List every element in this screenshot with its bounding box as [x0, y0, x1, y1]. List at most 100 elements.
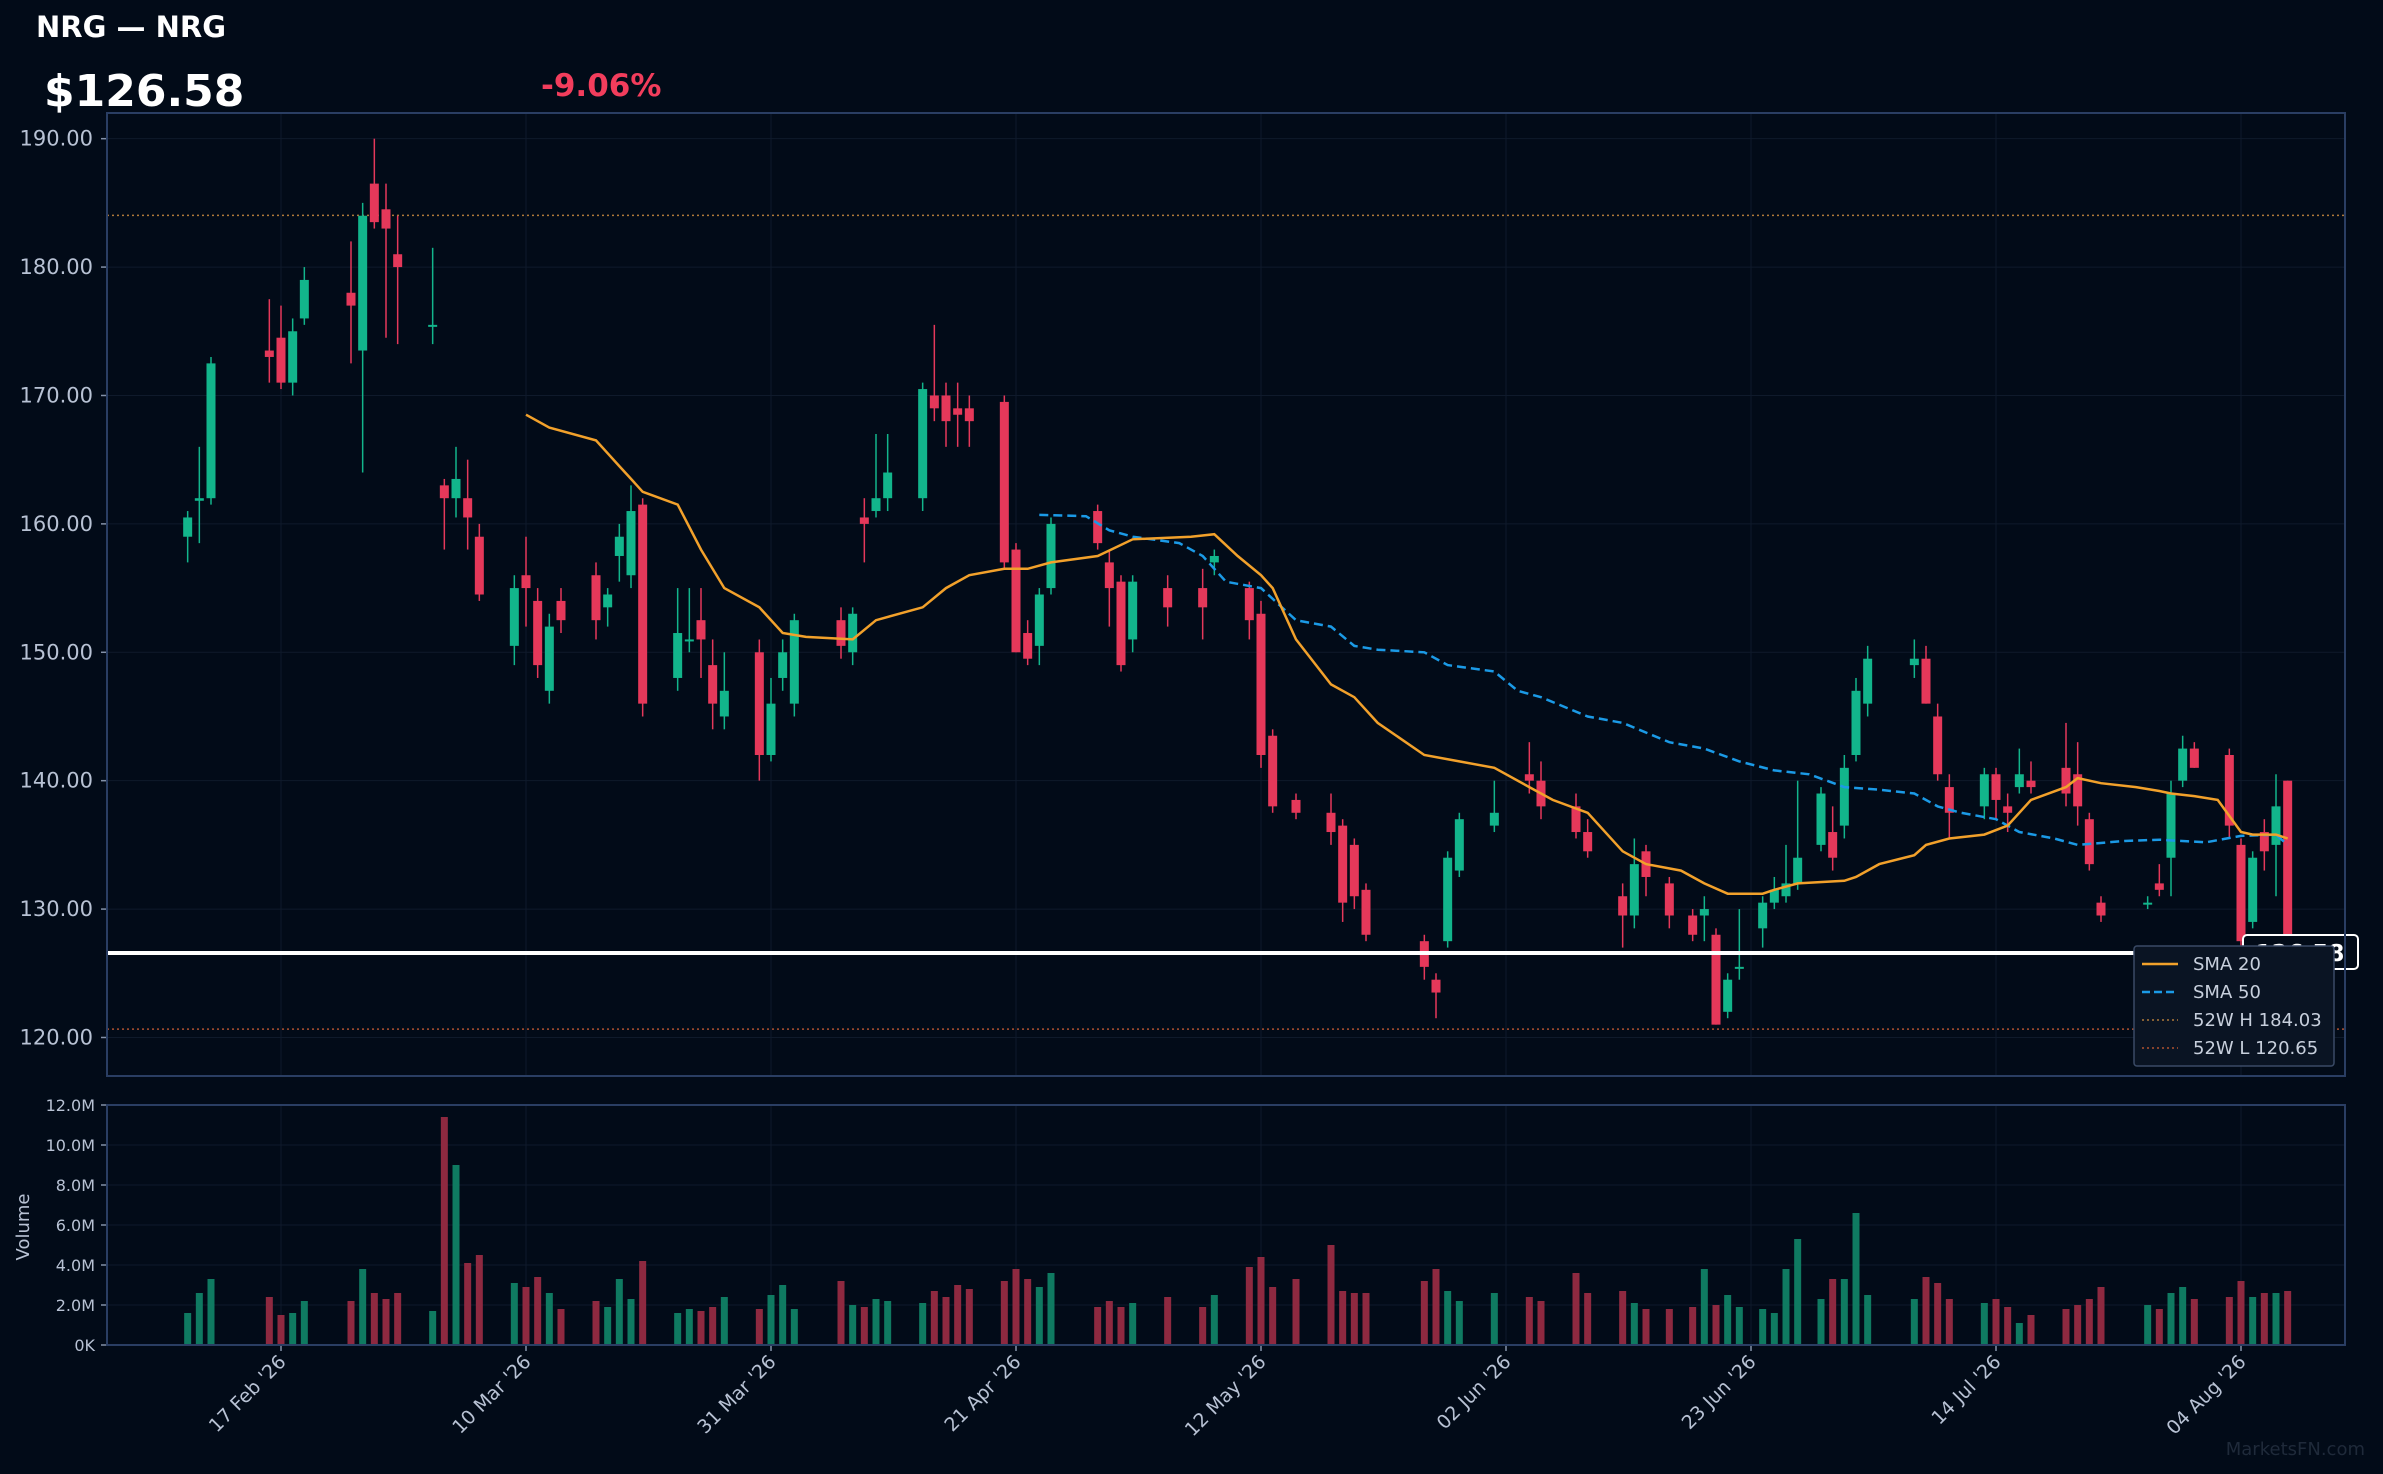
candle-body: [2073, 774, 2083, 807]
candle-body: [1688, 915, 1698, 935]
candle-body: [1723, 979, 1733, 1012]
volume-bar: [1537, 1301, 1545, 1345]
price-tick-label: 180.00: [20, 255, 93, 279]
candle-body: [766, 703, 776, 755]
candle-body: [673, 633, 683, 678]
date-tick-label: 04 Aug '26: [2162, 1351, 2250, 1439]
candle-body: [1571, 806, 1581, 833]
candle-body: [1046, 523, 1056, 589]
candle-body: [953, 408, 963, 415]
candle-body: [474, 536, 484, 595]
volume-bar: [697, 1311, 705, 1345]
candle-body: [1828, 832, 1838, 858]
volume-bar: [1922, 1277, 1930, 1345]
volume-bar: [1117, 1307, 1125, 1345]
date-tick-label: 21 Apr '26: [940, 1351, 1025, 1436]
volume-bar: [2027, 1315, 2035, 1345]
volume-bar: [1794, 1239, 1802, 1345]
candle-body: [183, 517, 193, 537]
candle-body: [1116, 581, 1126, 666]
volume-tick-label: 8.0M: [56, 1176, 95, 1195]
volume-bar: [627, 1299, 635, 1345]
volume-bar: [1980, 1303, 1988, 1345]
candle-body: [451, 478, 461, 499]
candle-body: [964, 408, 974, 422]
volume-bar: [1257, 1257, 1265, 1345]
candle-body: [696, 620, 706, 640]
volume-bar: [1047, 1273, 1055, 1345]
volume-bar: [755, 1309, 763, 1345]
candle-body: [1268, 735, 1278, 807]
volume-bar: [604, 1307, 612, 1345]
volume-axis: 0K 2.0M 4.0M 6.0M 8.0M 10.0M 12.0M Volume: [13, 1096, 107, 1355]
candle-body: [883, 472, 893, 499]
candle-body: [1921, 658, 1931, 704]
volume-bar: [1210, 1295, 1218, 1345]
candle-body: [1023, 633, 1033, 659]
candle-body: [1489, 812, 1499, 826]
candle-body: [708, 665, 718, 704]
volume-tick-label: 10.0M: [46, 1136, 95, 1155]
current-price: $126.58: [44, 66, 245, 117]
volume-bar: [849, 1305, 857, 1345]
candle-body: [1128, 581, 1138, 640]
volume-bar: [1000, 1281, 1008, 1345]
volume-bar: [1327, 1245, 1335, 1345]
price-axis: 120.00 130.00 140.00 150.00 160.00 170.00 180.…: [20, 127, 107, 1049]
volume-tick-label: 2.0M: [56, 1296, 95, 1315]
candle-body: [346, 292, 356, 306]
volume-bar: [1689, 1307, 1697, 1345]
candle-body: [1338, 825, 1348, 903]
candle-body: [1093, 511, 1103, 544]
candle-body: [626, 511, 636, 576]
volume-bar: [1350, 1293, 1358, 1345]
candle-body: [614, 536, 624, 556]
candle-body: [533, 600, 543, 666]
volume-bar: [300, 1301, 308, 1345]
volume-bar: [1829, 1279, 1837, 1345]
price-tick-label: 190.00: [20, 127, 93, 151]
candle-body: [556, 600, 566, 621]
volume-bar: [1665, 1309, 1673, 1345]
candle-body: [2283, 780, 2293, 953]
volume-bar: [1292, 1279, 1300, 1345]
volume-bar: [2097, 1287, 2105, 1345]
candle-body: [684, 639, 694, 642]
volume-bar: [919, 1303, 927, 1345]
date-tick-label: 31 Mar '26: [693, 1351, 780, 1438]
candle-body: [2236, 844, 2246, 942]
candle-body: [789, 620, 799, 704]
legend-box: [2133, 945, 2335, 1067]
sma20-line: [525, 413, 2289, 895]
volume-bar: [1339, 1291, 1347, 1345]
volume-bar: [2249, 1297, 2257, 1345]
volume-bar: [195, 1293, 203, 1345]
date-tick-label: 02 Jun '26: [1433, 1351, 1516, 1434]
volume-bar: [860, 1307, 868, 1345]
candle-body: [2248, 857, 2258, 922]
volume-bar: [942, 1297, 950, 1345]
candlestick-series: [183, 138, 2293, 1025]
candle-body: [1734, 966, 1744, 969]
volume-bar: [954, 1285, 962, 1345]
price-tick-label: 160.00: [20, 512, 93, 536]
candle-body: [1758, 902, 1768, 929]
volume-bar: [709, 1307, 717, 1345]
legend: SMA 20 SMA 50 52W H 184.03 52W L 120.65: [2133, 945, 2335, 1067]
legend-label: SMA 20: [2193, 954, 2261, 975]
volume-bar: [1724, 1295, 1732, 1345]
volume-bar: [464, 1263, 472, 1345]
candle-body: [836, 620, 846, 646]
candle-body: [1991, 774, 2001, 800]
volume-bar: [557, 1309, 565, 1345]
volume-bar: [884, 1301, 892, 1345]
candle-body: [1839, 767, 1849, 826]
candle-body: [299, 279, 309, 319]
candle-body: [206, 363, 216, 499]
candle-body: [1933, 716, 1943, 775]
volume-bar: [1817, 1299, 1825, 1345]
volume-bar: [1992, 1299, 2000, 1345]
candle-body: [509, 588, 519, 646]
volume-bar: [1584, 1293, 1592, 1345]
volume-bar: [1700, 1269, 1708, 1345]
